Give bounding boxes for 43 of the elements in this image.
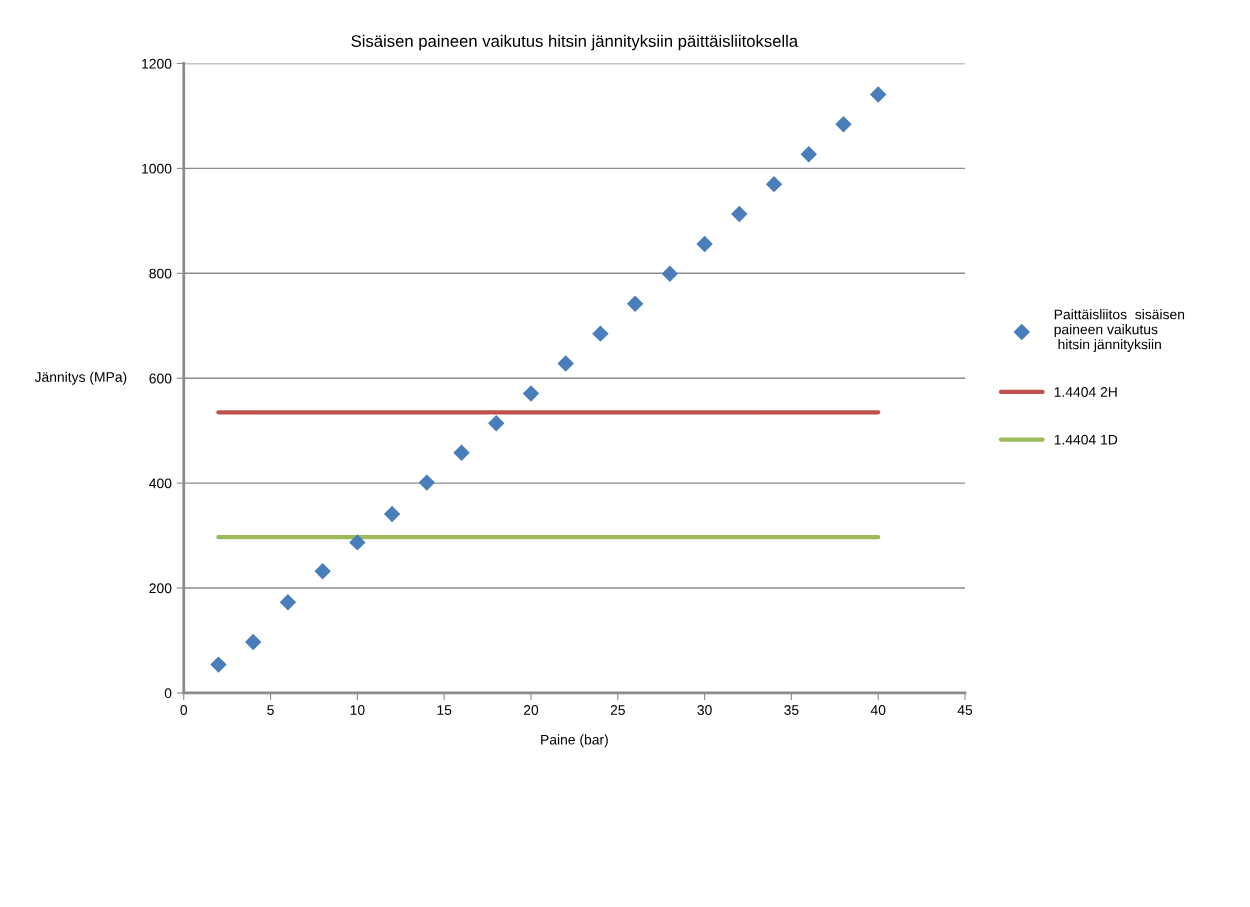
x-tick-label: 25 — [610, 705, 625, 715]
point — [869, 86, 887, 103]
point — [488, 415, 505, 432]
y-tick-label: 600 — [149, 373, 172, 384]
point — [418, 474, 436, 491]
x-tick-label: 10 — [350, 705, 365, 715]
x-tick-label: 15 — [437, 705, 452, 715]
y-tick-label: 400 — [149, 478, 172, 489]
point — [279, 593, 297, 611]
point — [731, 205, 748, 223]
y-tick-label: 0 — [164, 688, 172, 699]
x-axis-title: Paine (bar) — [541, 734, 608, 748]
x-tick-label: 20 — [523, 705, 539, 715]
legend-label: Paittäisliitos sisäisen paineen vaikutus hitsin jännityksiin — [1054, 309, 1185, 352]
point — [314, 563, 331, 580]
point — [453, 444, 470, 461]
point — [661, 265, 679, 283]
point — [210, 656, 227, 673]
y-tick-label: 200 — [149, 583, 172, 594]
x-tick-label: 45 — [957, 705, 973, 715]
x-tick-label: 40 — [870, 705, 886, 715]
legend-label: 1.4404 1D — [1054, 434, 1118, 445]
chart-title: Sisäisen paineen vaikutus hitsin jännityksiin päittäisliitoksella — [351, 34, 799, 51]
point — [557, 355, 574, 372]
point — [522, 385, 540, 402]
point — [349, 534, 366, 551]
x-tick-label: 30 — [697, 705, 712, 715]
point — [383, 505, 401, 523]
point — [626, 295, 644, 312]
point — [696, 235, 713, 253]
y-axis-title: Jännitys (MPa) — [34, 371, 127, 385]
point — [592, 325, 609, 342]
point — [800, 146, 817, 163]
point — [835, 116, 852, 133]
point — [244, 633, 262, 651]
x-tick-label: 5 — [267, 705, 274, 715]
x-tick-label: 35 — [784, 705, 799, 715]
y-tick-label: 1000 — [142, 163, 172, 174]
legend-label: 1.4404 2H — [1054, 387, 1117, 397]
y-tick-label: 1200 — [142, 58, 172, 69]
point — [765, 175, 783, 193]
x-tick-label: 0 — [180, 705, 188, 715]
y-tick-label: 800 — [149, 268, 172, 279]
